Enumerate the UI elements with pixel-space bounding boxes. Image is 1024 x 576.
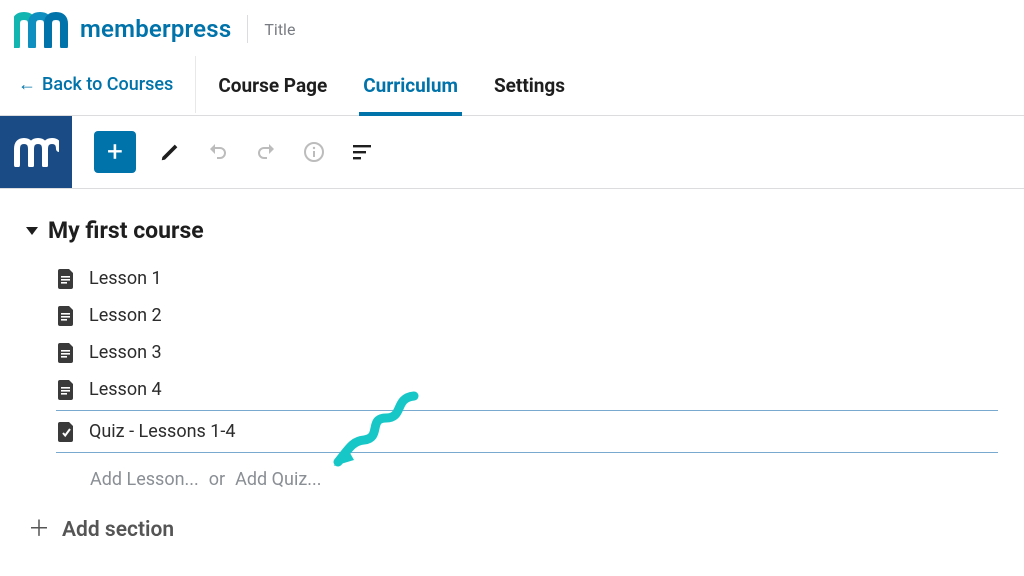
plus-icon: ＋ — [28, 519, 50, 541]
brand-logo: memberpress — [14, 10, 231, 48]
section-title: My first course — [48, 217, 204, 244]
lesson-item[interactable]: Lesson 3 — [56, 334, 998, 371]
add-block-button[interactable]: + — [94, 131, 136, 173]
tab-curriculum[interactable]: Curriculum — [359, 54, 462, 115]
sidebar-logo-square[interactable] — [0, 116, 72, 188]
info-icon[interactable] — [300, 138, 328, 166]
lesson-label: Lesson 1 — [89, 268, 162, 289]
caret-down-icon — [26, 227, 38, 235]
app-header: memberpress Title — [0, 0, 1024, 54]
quiz-label: Quiz - Lessons 1-4 — [89, 421, 236, 442]
document-icon — [58, 343, 75, 363]
curriculum-content: My first course Lesson 1 Lesson 2 Lesson… — [0, 189, 1024, 542]
add-section-button[interactable]: ＋ Add section — [26, 518, 998, 542]
or-text: or — [209, 469, 225, 490]
document-icon — [58, 269, 75, 289]
lesson-item[interactable]: Lesson 1 — [56, 260, 998, 297]
editor-toolbar-row: + — [0, 116, 1024, 189]
lesson-label: Lesson 4 — [89, 379, 162, 400]
tab-course-page[interactable]: Course Page — [214, 54, 331, 115]
document-icon — [58, 380, 75, 400]
arrow-left-icon: ← — [18, 76, 36, 94]
back-link-label: Back to Courses — [42, 74, 173, 95]
document-icon — [58, 306, 75, 326]
lesson-item[interactable]: Lesson 2 — [56, 297, 998, 334]
tabs: Course Page Curriculum Settings — [214, 54, 569, 115]
outline-icon[interactable] — [348, 138, 376, 166]
lesson-label: Lesson 2 — [89, 305, 162, 326]
add-quiz-link[interactable]: Add Quiz... — [235, 469, 321, 490]
quiz-item[interactable]: Quiz - Lessons 1-4 — [56, 410, 998, 453]
edit-icon[interactable] — [156, 138, 184, 166]
back-to-courses-link[interactable]: ← Back to Courses — [14, 56, 196, 113]
section-header[interactable]: My first course — [26, 217, 998, 244]
logo-mark-icon — [14, 10, 72, 48]
undo-icon[interactable] — [204, 138, 232, 166]
nav-row: ← Back to Courses Course Page Curriculum… — [0, 54, 1024, 116]
brand-name: memberpress — [80, 15, 231, 43]
m-logo-icon — [13, 137, 59, 167]
quiz-icon — [58, 422, 75, 442]
divider — [247, 15, 248, 43]
lesson-item[interactable]: Lesson 4 — [56, 371, 998, 408]
course-title-input[interactable]: Title — [264, 20, 295, 39]
add-row: Add Lesson... or Add Quiz... — [56, 453, 998, 490]
add-section-label: Add section — [62, 518, 174, 542]
lesson-list: Lesson 1 Lesson 2 Lesson 3 Lesson 4 Quiz… — [26, 260, 998, 453]
tab-settings[interactable]: Settings — [490, 54, 569, 115]
editor-toolbar: + — [72, 131, 398, 173]
lesson-label: Lesson 3 — [89, 342, 162, 363]
redo-icon[interactable] — [252, 138, 280, 166]
add-lesson-link[interactable]: Add Lesson... — [90, 469, 199, 490]
